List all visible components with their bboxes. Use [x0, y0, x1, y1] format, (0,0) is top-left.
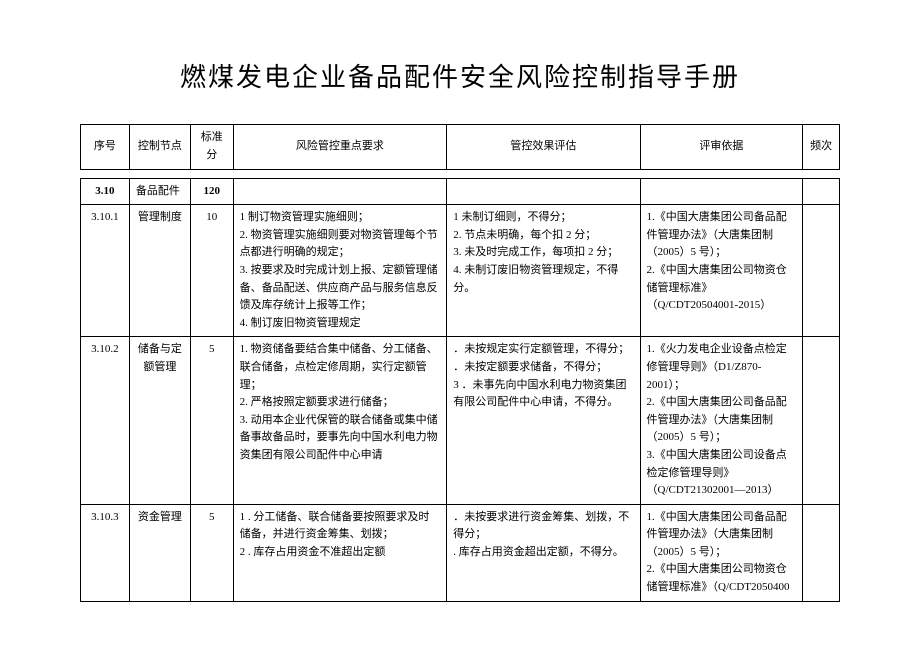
header-row: 序号 控制节点 标准分 风险管控重点要求 管控效果评估 评审依据 频次	[81, 125, 840, 169]
cell-seq: 3.10.1	[81, 205, 130, 337]
cell-freq	[803, 504, 840, 601]
section-row: 3.10 备品配件 120	[81, 178, 840, 205]
section-node: 备品配件	[129, 178, 190, 205]
cell-eval: ．未按要求进行资金筹集、划拨，不得分；. 库存占用资金超出定额，不得分。	[447, 504, 640, 601]
page-title: 燃煤发电企业备品配件安全风险控制指导手册	[80, 57, 840, 94]
data-table: 3.10 备品配件 120 3.10.1 管理制度 10 1 制订物资管理实施细…	[80, 178, 840, 602]
cell-req: 1 . 分工储备、联合储备要按照要求及时储备，并进行资金筹集、划拨；2 . 库存…	[233, 504, 447, 601]
table-row: 3.10.3 资金管理 5 1 . 分工储备、联合储备要按照要求及时储备，并进行…	[81, 504, 840, 601]
section-seq: 3.10	[81, 178, 130, 205]
col-seq: 序号	[81, 125, 130, 169]
cell-score: 5	[190, 504, 233, 601]
cell-basis: 1.《中国大唐集团公司备品配件管理办法》（大唐集团制（2005）5 号）；2.《…	[640, 205, 803, 337]
cell-basis: 1.《火力发电企业设备点检定修管理导则》（D1/Z870-2001）；2.《中国…	[640, 337, 803, 504]
section-eval	[447, 178, 640, 205]
table-row: 3.10.1 管理制度 10 1 制订物资管理实施细则；2. 物资管理实施细则要…	[81, 205, 840, 337]
cell-seq: 3.10.3	[81, 504, 130, 601]
cell-basis: 1.《中国大唐集团公司备品配件管理办法》（大唐集团制（2005）5 号）；2.《…	[640, 504, 803, 601]
cell-freq	[803, 205, 840, 337]
cell-node: 管理制度	[129, 205, 190, 337]
table-row: 3.10.2 储备与定额管理 5 1. 物资储备要结合集中储备、分工储备、联合储…	[81, 337, 840, 504]
cell-seq: 3.10.2	[81, 337, 130, 504]
section-freq	[803, 178, 840, 205]
col-node: 控制节点	[129, 125, 190, 169]
cell-node: 资金管理	[129, 504, 190, 601]
cell-req: 1 制订物资管理实施细则；2. 物资管理实施细则要对物资管理每个节点都进行明确的…	[233, 205, 447, 337]
cell-eval: 1 未制订细则，不得分；2. 节点未明确，每个扣 2 分；3. 未及时完成工作，…	[447, 205, 640, 337]
header-table: 序号 控制节点 标准分 风险管控重点要求 管控效果评估 评审依据 频次	[80, 124, 840, 169]
cell-score: 5	[190, 337, 233, 504]
cell-freq	[803, 337, 840, 504]
cell-score: 10	[190, 205, 233, 337]
section-req	[233, 178, 447, 205]
section-basis	[640, 178, 803, 205]
col-score: 标准分	[190, 125, 233, 169]
cell-req: 1. 物资储备要结合集中储备、分工储备、联合储备，点检定修周期，实行定额管理；2…	[233, 337, 447, 504]
cell-node: 储备与定额管理	[129, 337, 190, 504]
col-eval: 管控效果评估	[447, 125, 640, 169]
col-basis: 评审依据	[640, 125, 803, 169]
col-req: 风险管控重点要求	[233, 125, 447, 169]
col-freq: 频次	[803, 125, 840, 169]
cell-eval: ．未按规定实行定额管理，不得分；．未按定额要求储备，不得分； 3 ．未事先向中国…	[447, 337, 640, 504]
section-score: 120	[190, 178, 233, 205]
